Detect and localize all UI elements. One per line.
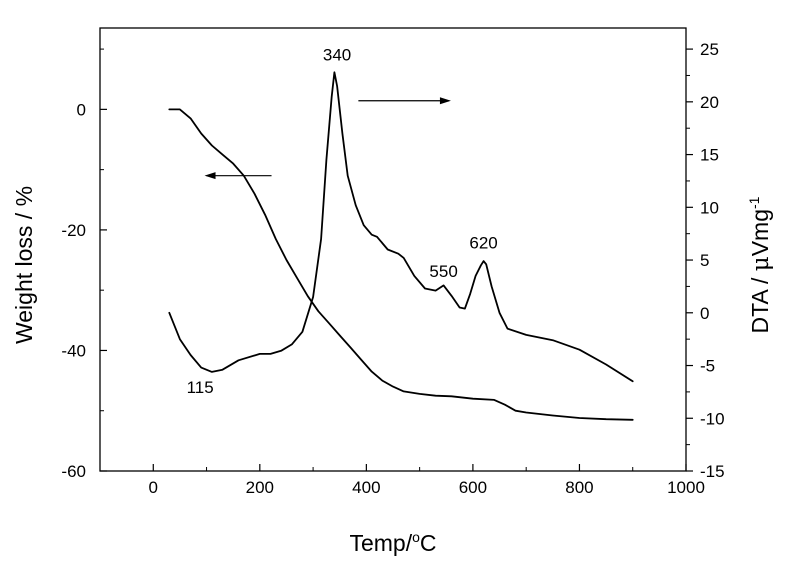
left-y-tick-label: 0	[77, 100, 86, 119]
right-y-tick-label: 10	[700, 198, 719, 217]
peak-label: 340	[323, 46, 351, 65]
dta-series-line	[168, 71, 634, 383]
right-y-axis: -15 -10 -5 0 5 10 15 20 25	[686, 40, 725, 481]
axis-arrow-head	[204, 172, 216, 180]
right-y-tick-label: 25	[700, 40, 719, 59]
left-y-axis-title: Weight loss / %	[11, 186, 37, 344]
plot-frame	[99, 27, 687, 472]
right-y-tick-label: -5	[700, 357, 715, 376]
x-tick-label: 1000	[667, 478, 705, 497]
left-y-axis: -60 -40 -20 0	[61, 48, 107, 481]
x-axis-title: Temp/oC	[349, 529, 436, 556]
arrow-group	[204, 97, 451, 180]
peak-label: 550	[429, 262, 457, 281]
right-y-tick-label: 5	[700, 251, 709, 270]
x-tick-label: 0	[149, 478, 158, 497]
peak-label: 115	[187, 378, 214, 397]
left-y-tick-label: -40	[61, 341, 86, 360]
left-y-tick-label: -60	[61, 462, 86, 481]
peak-label: 620	[469, 233, 497, 252]
annotation-group: 340 550 620 115	[187, 46, 498, 397]
right-y-tick-label: -15	[700, 462, 725, 481]
x-tick-label: 400	[352, 478, 380, 497]
weight-loss-series-line	[168, 108, 634, 421]
right-y-axis-title: DTA / μVmg-1	[746, 196, 774, 333]
x-axis: 0 200 400 600 800 1000	[99, 464, 705, 497]
left-y-tick-label: -20	[61, 221, 86, 240]
right-y-tick-label: -10	[700, 409, 725, 428]
x-tick-label: 800	[565, 478, 593, 497]
right-y-tick-label: 0	[700, 304, 709, 323]
x-tick-label: 600	[459, 478, 487, 497]
right-y-tick-label: 15	[700, 146, 719, 165]
x-tick-label: 200	[246, 478, 274, 497]
series-group	[168, 71, 634, 421]
axis-arrow-head	[439, 97, 451, 105]
right-y-tick-label: 20	[700, 93, 719, 112]
